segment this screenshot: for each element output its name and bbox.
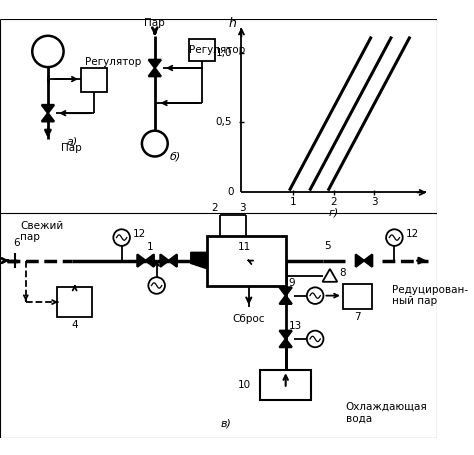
Text: Пар: Пар [145,18,165,28]
Text: Редуцирован-
ный пар: Редуцирован- ный пар [392,285,468,306]
Text: г): г) [328,207,339,217]
Text: 4: 4 [71,320,78,330]
Text: Свежий
пар: Свежий пар [20,221,64,242]
Bar [207,236,286,286]
Circle shape [32,36,64,67]
Polygon shape [280,339,292,347]
Text: 12: 12 [133,229,146,239]
Text: 12: 12 [405,229,419,239]
Polygon shape [356,254,364,267]
Text: а): а) [66,137,78,147]
Text: Охлаждающая
вода: Охлаждающая вода [346,402,428,424]
Bar [57,288,92,317]
Text: в): в) [220,419,231,429]
Text: 7: 7 [354,312,361,322]
Text: 5: 5 [324,241,330,251]
Polygon shape [146,254,154,267]
Polygon shape [169,254,177,267]
Circle shape [113,229,130,246]
Text: 1: 1 [147,242,154,252]
Polygon shape [280,288,292,296]
Text: 8: 8 [339,268,346,278]
Polygon shape [280,296,292,304]
Text: 3: 3 [239,203,246,213]
Circle shape [307,331,323,347]
Polygon shape [191,253,207,269]
Bar [189,39,215,61]
Polygon shape [364,254,372,267]
Text: 11: 11 [237,242,251,252]
Circle shape [142,131,168,157]
Text: 3: 3 [371,197,377,207]
Circle shape [148,277,165,294]
Text: Сброс: Сброс [233,314,265,324]
Circle shape [386,229,403,246]
Polygon shape [148,68,161,76]
Circle shape [307,288,323,304]
Text: 6: 6 [13,238,20,248]
Text: Регулятор: Регулятор [189,45,245,55]
Text: 13: 13 [288,321,301,331]
Text: б): б) [170,152,181,162]
Text: Пар: Пар [61,143,82,153]
Polygon shape [148,60,161,68]
Polygon shape [137,254,146,267]
Text: 10: 10 [237,380,251,390]
Text: 1: 1 [290,197,296,207]
Text: Регулятор: Регулятор [85,57,141,67]
Bar [81,68,107,92]
Polygon shape [42,113,54,121]
Polygon shape [42,105,54,113]
Bar [260,370,311,400]
Bar [343,283,372,308]
Text: 9: 9 [288,278,295,288]
Text: 2: 2 [211,203,218,213]
Text: 2: 2 [330,197,337,207]
Text: 1,0: 1,0 [216,48,232,58]
Text: 0: 0 [228,187,234,197]
Text: h: h [229,17,237,30]
Polygon shape [160,254,169,267]
Polygon shape [280,331,292,339]
Text: 0,5: 0,5 [216,117,232,127]
